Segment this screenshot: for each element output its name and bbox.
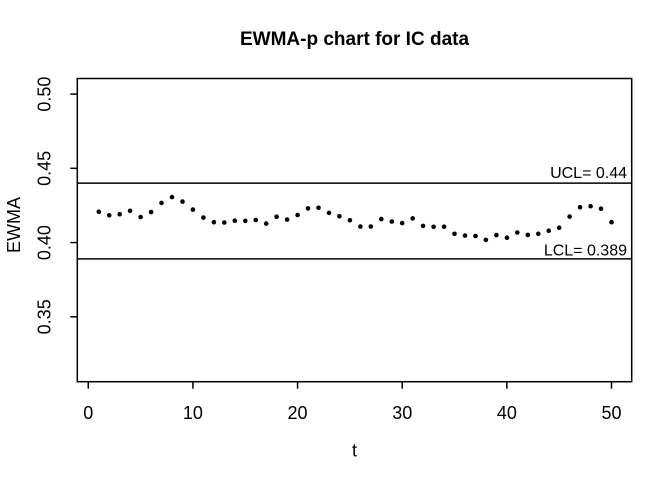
chart-title: EWMA-p chart for IC data xyxy=(240,29,469,50)
control-limit-lines xyxy=(77,182,632,260)
x-tick-label: 40 xyxy=(497,403,517,423)
axis-ticks: 0 10 20 30 40 50 0.35 0.40 0.45 0.50 xyxy=(35,77,622,423)
x-tick-label: 50 xyxy=(601,403,621,423)
ewma-point xyxy=(556,225,562,230)
ewma-point xyxy=(263,221,269,226)
ewma-point xyxy=(379,216,384,222)
x-tick-label: 20 xyxy=(288,403,308,423)
ewma-point xyxy=(169,194,175,200)
ewma-point xyxy=(232,218,238,223)
ewma-point xyxy=(515,230,520,235)
ewma-point xyxy=(337,214,342,219)
data-points xyxy=(96,194,614,243)
ewma-point xyxy=(389,219,395,224)
ewma-point xyxy=(222,220,227,225)
ewma-point xyxy=(201,215,206,220)
ewma-point xyxy=(211,219,217,225)
ewma-point xyxy=(138,214,143,220)
ewma-point xyxy=(431,224,436,230)
x-tick-label: 0 xyxy=(83,403,93,423)
ewma-point xyxy=(148,209,154,215)
ewma-point xyxy=(462,233,468,238)
y-tick-label: 0.45 xyxy=(35,151,55,186)
x-axis-label: t xyxy=(352,441,357,461)
ewma-point xyxy=(117,211,122,217)
ewma-point xyxy=(106,213,112,218)
ewma-point xyxy=(410,216,416,221)
ewma-point xyxy=(368,224,374,229)
ewma-point xyxy=(347,218,353,223)
ewma-point xyxy=(180,199,185,204)
y-tick-label: 0.50 xyxy=(35,77,55,112)
ewma-point xyxy=(190,207,196,212)
ewma-point xyxy=(577,204,583,210)
ewma-point xyxy=(295,212,300,218)
ewma-point xyxy=(536,231,541,237)
ewma-point xyxy=(452,231,457,237)
x-tick-label: 30 xyxy=(392,403,412,423)
ewma-point xyxy=(305,206,311,211)
plot-box xyxy=(76,77,633,383)
ucl-label: UCL= 0.44 xyxy=(550,165,627,182)
y-axis-label: EWMA xyxy=(4,197,24,253)
ewma-point xyxy=(494,232,499,238)
ewma-point xyxy=(96,209,102,214)
ewma-point xyxy=(441,224,447,229)
y-tick-label: 0.40 xyxy=(35,225,55,260)
ewma-point xyxy=(598,206,604,211)
ewma-point xyxy=(159,200,164,206)
ewma-point xyxy=(504,235,510,240)
ewma-point xyxy=(399,220,405,226)
ewma-point xyxy=(316,205,321,211)
ewma-point xyxy=(358,224,363,229)
ewma-point xyxy=(420,223,426,229)
y-tick-label: 0.35 xyxy=(35,299,55,334)
ewma-point xyxy=(284,217,290,222)
x-tick-label: 10 xyxy=(183,403,203,423)
ewma-point xyxy=(127,208,133,214)
ewma-point xyxy=(588,203,593,209)
ewma-point xyxy=(274,214,279,219)
ewma-point xyxy=(483,237,489,243)
ewma-point xyxy=(609,219,614,225)
ewma-point xyxy=(473,233,478,239)
ewma-point xyxy=(253,217,258,223)
lcl-label: LCL= 0.389 xyxy=(544,243,627,260)
ewma-point xyxy=(525,232,531,238)
ewma-point xyxy=(567,214,572,219)
ewma-point xyxy=(326,210,332,216)
ewma-point xyxy=(546,228,551,233)
ewma-point xyxy=(243,218,248,224)
